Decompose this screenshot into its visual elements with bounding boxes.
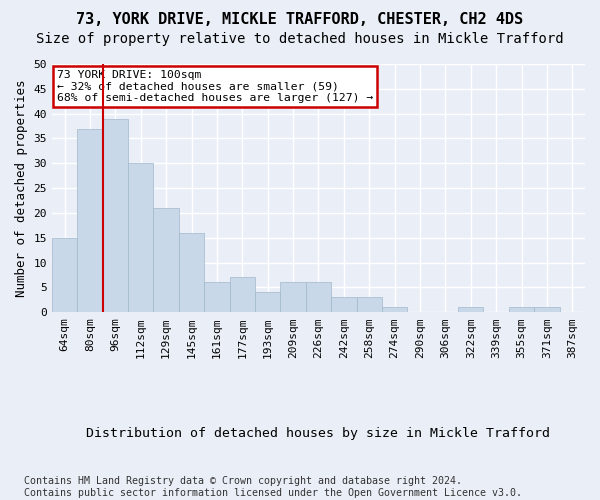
Text: 73 YORK DRIVE: 100sqm
← 32% of detached houses are smaller (59)
68% of semi-deta: 73 YORK DRIVE: 100sqm ← 32% of detached … [57,70,373,103]
Bar [204,282,230,312]
Y-axis label: Number of detached properties: Number of detached properties [15,80,28,297]
Bar [331,298,356,312]
Bar [306,282,331,312]
Bar [103,118,128,312]
Bar [458,307,484,312]
Bar [230,278,255,312]
Text: Contains HM Land Registry data © Crown copyright and database right 2024.
Contai: Contains HM Land Registry data © Crown c… [24,476,522,498]
Text: Size of property relative to detached houses in Mickle Trafford: Size of property relative to detached ho… [36,32,564,46]
Bar [255,292,280,312]
Bar [77,128,103,312]
X-axis label: Distribution of detached houses by size in Mickle Trafford: Distribution of detached houses by size … [86,427,550,440]
Bar [128,164,154,312]
Bar [280,282,306,312]
Bar [179,233,204,312]
Bar [52,238,77,312]
Bar [534,307,560,312]
Bar [154,208,179,312]
Bar [509,307,534,312]
Bar [382,307,407,312]
Bar [356,298,382,312]
Text: 73, YORK DRIVE, MICKLE TRAFFORD, CHESTER, CH2 4DS: 73, YORK DRIVE, MICKLE TRAFFORD, CHESTER… [76,12,524,26]
